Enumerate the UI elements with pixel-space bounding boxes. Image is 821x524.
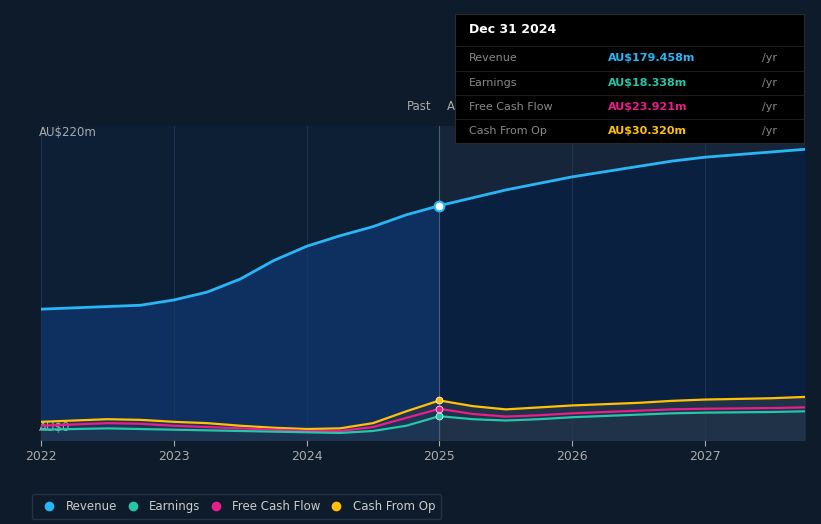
Text: AU$18.338m: AU$18.338m <box>608 78 688 88</box>
Text: Cash From Op: Cash From Op <box>469 126 547 136</box>
Text: Revenue: Revenue <box>469 53 517 63</box>
Text: Dec 31 2024: Dec 31 2024 <box>469 23 556 36</box>
Text: /yr: /yr <box>762 102 777 112</box>
Text: /yr: /yr <box>762 53 777 63</box>
Legend: Revenue, Earnings, Free Cash Flow, Cash From Op: Revenue, Earnings, Free Cash Flow, Cash … <box>32 494 441 519</box>
Text: AU$0: AU$0 <box>39 421 70 434</box>
Text: /yr: /yr <box>762 126 777 136</box>
Text: /yr: /yr <box>762 78 777 88</box>
Text: AU$30.320m: AU$30.320m <box>608 126 687 136</box>
Text: Past: Past <box>407 100 432 113</box>
Bar <box>439 126 805 440</box>
Text: AU$179.458m: AU$179.458m <box>608 53 695 63</box>
Text: AU$23.921m: AU$23.921m <box>608 102 688 112</box>
Text: Analysts Forecasts: Analysts Forecasts <box>447 100 557 113</box>
Text: Earnings: Earnings <box>469 78 517 88</box>
Text: Free Cash Flow: Free Cash Flow <box>469 102 553 112</box>
Text: AU$220m: AU$220m <box>39 126 97 139</box>
